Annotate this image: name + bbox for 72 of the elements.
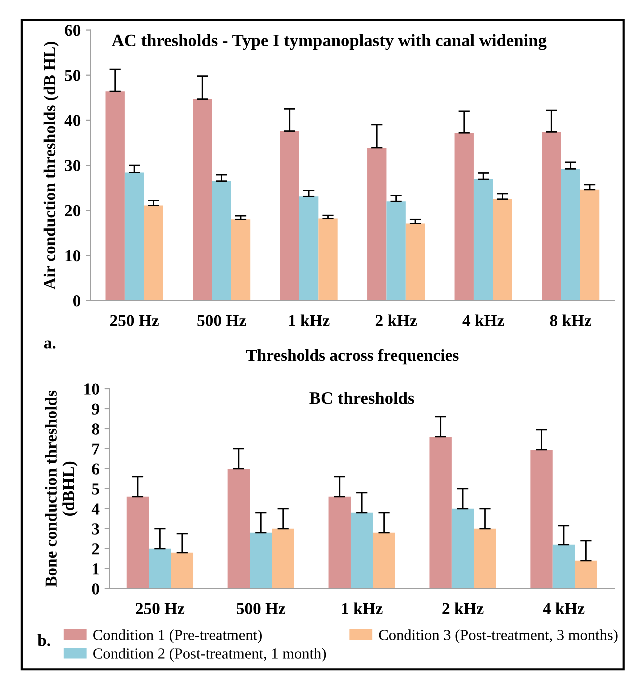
bar <box>368 148 387 301</box>
y-tick-label: 40 <box>64 115 81 126</box>
bar <box>272 528 294 589</box>
chart-title: AC thresholds - Type I tympanoplasty with canal widening <box>112 34 547 50</box>
bar <box>454 133 474 301</box>
bar <box>530 450 553 589</box>
x-tick-label: 2 kHz <box>376 314 418 326</box>
bar <box>493 199 512 301</box>
legend-label: Condition 1 (Pre-treatment) <box>94 630 262 644</box>
y-tick-label: 50 <box>65 70 81 82</box>
x-tick-label: 8 kHz <box>550 314 592 326</box>
x-tick-label: 500 Hz <box>237 603 286 614</box>
bar <box>280 131 300 301</box>
bar <box>250 532 272 589</box>
x-tick-label: 2 kHz <box>442 602 484 614</box>
bar <box>474 180 494 301</box>
y-tick-label: 8 <box>92 424 100 435</box>
x-tick-label: 250 Hz <box>110 315 159 326</box>
x-tick-label: 4 kHz <box>543 602 585 614</box>
y-tick-label: 9 <box>92 404 100 415</box>
y-axis-title: Air conduction thresholds (dB HL) <box>44 42 59 290</box>
y-tick-label: 10 <box>84 384 100 395</box>
x-tick-label: 4 kHz <box>462 314 504 326</box>
y-tick-label: 10 <box>66 250 81 262</box>
y-tick-label: 3 <box>92 524 100 535</box>
bar <box>124 172 144 301</box>
bar <box>373 532 396 589</box>
y-tick-label: 4 <box>92 504 100 515</box>
bar <box>212 181 232 301</box>
x-tick-label: 1 kHz <box>289 314 330 326</box>
y-tick-label: 5 <box>92 484 100 495</box>
y-tick-label: 2 <box>92 544 100 555</box>
bar <box>580 190 600 301</box>
bar <box>575 560 598 589</box>
y-tick-label: 30 <box>65 160 81 172</box>
y-tick-label: 20 <box>65 205 81 217</box>
bar <box>228 468 250 589</box>
bar <box>542 132 562 301</box>
bar <box>430 436 452 589</box>
y-axis-title: Bone conduction thresholds (dBHL) <box>45 390 78 588</box>
bar <box>149 548 172 589</box>
legend-label: Condition 2 (Post-treatment, 1 month) <box>94 648 326 662</box>
legend-label: Condition 3 (Post-treatment, 3 months) <box>379 630 618 644</box>
bar <box>474 528 496 589</box>
bar <box>126 496 150 589</box>
bar <box>406 224 426 301</box>
bar <box>299 196 319 301</box>
y-tick-label: 60 <box>65 24 81 36</box>
bar <box>144 206 164 301</box>
x-axis-title: Thresholds across frequencies <box>246 349 459 365</box>
bar <box>386 202 406 301</box>
bar <box>328 496 351 589</box>
y-tick-label: 1 <box>93 564 100 575</box>
bar <box>452 508 474 589</box>
bar <box>552 544 576 589</box>
x-tick-label: 250 Hz <box>136 603 185 614</box>
y-tick-label: 0 <box>92 584 100 595</box>
bar <box>193 99 212 301</box>
text: b. <box>38 634 50 646</box>
y-tick-label: 0 <box>73 296 81 307</box>
x-tick-label: 500 Hz <box>198 315 246 326</box>
bar <box>171 552 194 589</box>
bar <box>350 512 374 589</box>
bar <box>231 220 251 301</box>
y-tick-label: 6 <box>92 464 100 475</box>
chart-title: BC thresholds <box>310 392 414 404</box>
y-tick-label: 7 <box>92 444 100 455</box>
bar <box>561 169 580 301</box>
bar <box>106 92 125 301</box>
text: a. <box>44 340 56 349</box>
x-tick-label: 1 kHz <box>342 602 383 614</box>
bar <box>318 218 338 301</box>
